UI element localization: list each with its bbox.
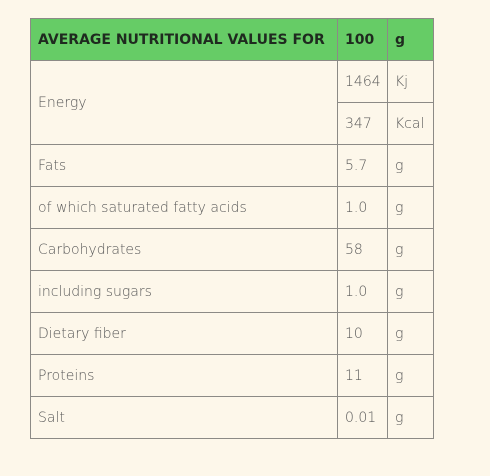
unit-cell: g: [387, 312, 434, 355]
row: Salt 0.01 g: [30, 396, 434, 439]
row: 347 Kcal: [31, 102, 434, 145]
unit-cell: g: [387, 396, 434, 439]
row: Fats 5.7 g: [30, 144, 434, 187]
row: Proteins 11 g: [30, 354, 434, 397]
value-cell: 1464: [337, 60, 388, 103]
table-body: AVERAGE NUTRITIONAL VALUES FOR 100 g Ene…: [30, 18, 434, 439]
label-cell: of which saturated fatty acids: [30, 186, 338, 229]
unit-cell: g: [387, 228, 434, 271]
row: Energy 1464 Kj: [30, 60, 434, 145]
value-cell: 347: [337, 102, 388, 145]
unit-cell: g: [387, 270, 434, 313]
unit-cell: g: [387, 144, 434, 187]
value-cell: 1.0: [337, 186, 388, 229]
unit-cell: g: [387, 354, 434, 397]
value-cell: 10: [337, 312, 388, 355]
label-cell: Energy: [30, 60, 338, 145]
label-cell: including sugars: [30, 270, 338, 313]
label-cell: Carbohydrates: [30, 228, 338, 271]
label-cell: Proteins: [30, 354, 338, 397]
value-cell: 11: [337, 354, 388, 397]
header-cell: g: [387, 18, 434, 61]
label-cell: Salt: [30, 396, 338, 439]
row: Dietary fiber 10 g: [30, 312, 434, 355]
value-cell: 1.0: [337, 270, 388, 313]
unit-cell: g: [387, 186, 434, 229]
value-cell: 0.01: [337, 396, 388, 439]
unit-cell: Kcal: [387, 102, 434, 145]
label-cell: Fats: [30, 144, 338, 187]
value-cell: 58: [337, 228, 388, 271]
unit-cell: Kj: [387, 60, 434, 103]
row: of which saturated fatty acids 1.0 g: [30, 186, 434, 229]
header-cell: AVERAGE NUTRITIONAL VALUES FOR: [30, 18, 338, 61]
value-cell: 5.7: [337, 144, 388, 187]
nutrition-table: AVERAGE NUTRITIONAL VALUES FOR 100 g Ene…: [30, 18, 434, 439]
label-cell: Dietary fiber: [30, 312, 338, 355]
header-row: AVERAGE NUTRITIONAL VALUES FOR 100 g: [30, 18, 434, 61]
row: including sugars 1.0 g: [30, 270, 434, 313]
header-cell: 100: [337, 18, 388, 61]
row: Carbohydrates 58 g: [30, 228, 434, 271]
